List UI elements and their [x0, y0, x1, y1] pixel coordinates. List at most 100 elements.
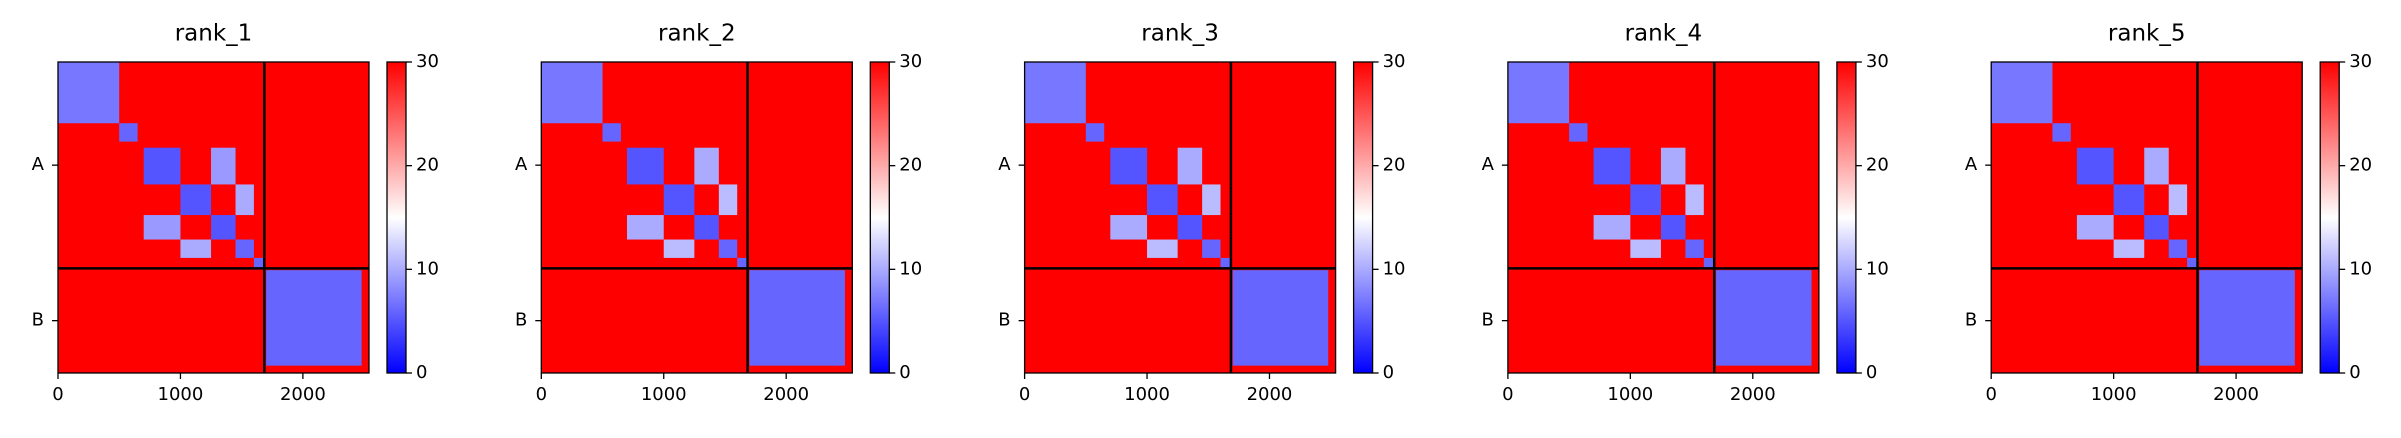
- heatmap-block: [1685, 239, 1704, 258]
- colorbar: [2319, 61, 2340, 374]
- y-tick-label: A: [998, 154, 1011, 175]
- heatmap-block: [2144, 147, 2169, 185]
- heatmap-block: [211, 215, 236, 240]
- heatmap-block: [1507, 62, 1570, 124]
- x-tick-label: 0: [52, 384, 63, 405]
- heatmap-block: [1660, 147, 1686, 185]
- y-tick-label: B: [515, 310, 527, 331]
- heatmap-block: [211, 147, 236, 185]
- colorbar-tick-label: 0: [416, 362, 427, 383]
- heatmap-block: [180, 184, 212, 216]
- heatmap-block: [2187, 257, 2198, 269]
- panel-title: rank_3: [1141, 21, 1219, 47]
- heatmap-block: [1024, 62, 1086, 124]
- heatmap-frame: [1507, 61, 1820, 374]
- colorbar-tick-label: 10: [2349, 258, 2372, 279]
- heatmap-block: [1085, 123, 1105, 142]
- heatmap-block: [143, 215, 181, 240]
- x-tick-label: 2000: [763, 384, 809, 405]
- y-tick-label: B: [32, 310, 44, 331]
- heatmap-block: [58, 62, 120, 124]
- heatmap-block: [1220, 257, 1231, 269]
- heatmap-block: [1110, 147, 1148, 185]
- heatmap-block: [2076, 147, 2114, 185]
- colorbar-tick-label: 30: [899, 51, 922, 72]
- x-tick-label: 0: [1019, 384, 1030, 405]
- panel-title: rank_1: [175, 21, 253, 47]
- heatmap-block: [1202, 239, 1221, 258]
- panel-title: rank_2: [658, 21, 736, 47]
- colorbar-tick-label: 30: [1866, 51, 1889, 72]
- y-tick-label: B: [1965, 310, 1977, 331]
- colorbar-tick-label: 10: [899, 258, 922, 279]
- heatmap-block: [143, 147, 181, 185]
- x-tick-label: 0: [536, 384, 547, 405]
- heatmap-frame: [1990, 61, 2303, 374]
- heatmap-block: [1177, 215, 1203, 240]
- heatmap-block: [663, 184, 695, 216]
- heatmap-block: [737, 257, 748, 269]
- colorbar-tick-label: 30: [416, 51, 439, 72]
- heatmap-block: [2052, 123, 2071, 142]
- heatmap-block: [119, 123, 138, 142]
- heatmap-block: [266, 270, 362, 366]
- heatmap-block: [1660, 215, 1686, 240]
- heatmap-block: [1685, 184, 1704, 216]
- heatmap-block: [1703, 257, 1715, 269]
- colorbar: [869, 61, 890, 374]
- heatmap-block: [235, 184, 254, 216]
- x-tick-label: 1000: [1124, 384, 1170, 405]
- colorbar-tick-label: 10: [416, 258, 439, 279]
- heatmap-frame: [540, 61, 853, 374]
- heatmap-block: [1147, 184, 1178, 216]
- y-tick-label: A: [515, 154, 528, 175]
- x-tick-label: 2000: [2213, 384, 2259, 405]
- colorbar-tick-label: 20: [1866, 155, 1889, 176]
- heatmap-block: [2199, 270, 2295, 366]
- heatmap-block: [1991, 62, 2053, 124]
- colorbar-tick-label: 0: [2349, 362, 2360, 383]
- colorbar-tick-label: 30: [2349, 51, 2372, 72]
- y-tick-label: B: [1482, 310, 1494, 331]
- x-tick-label: 0: [1985, 384, 1996, 405]
- colorbar-tick-label: 20: [1383, 155, 1406, 176]
- colorbar-tick-label: 0: [1383, 362, 1394, 383]
- heatmap-block: [1110, 215, 1148, 240]
- heatmap-block: [694, 147, 719, 185]
- panel-title: rank_4: [1625, 21, 1703, 47]
- heatmap-block: [718, 239, 738, 258]
- heatmap-block: [1630, 239, 1661, 258]
- heatmap-block: [180, 239, 212, 258]
- heatmap-block: [235, 239, 254, 258]
- heatmap-block: [2113, 239, 2145, 258]
- heatmap-block: [253, 257, 265, 269]
- heatmap-block: [627, 147, 664, 185]
- x-tick-label: 2000: [1247, 384, 1293, 405]
- x-tick-label: 1000: [641, 384, 687, 405]
- heatmap-block: [2168, 239, 2188, 258]
- heatmap-block: [1202, 184, 1221, 216]
- heatmap-block: [1232, 270, 1329, 366]
- heatmap-block: [718, 184, 738, 216]
- heatmap-frame: [1023, 61, 1337, 374]
- heatmap-block: [1593, 147, 1631, 185]
- y-tick-label: B: [998, 310, 1010, 331]
- colorbar-tick-label: 10: [1866, 258, 1889, 279]
- x-tick-label: 2000: [1730, 384, 1776, 405]
- heatmap-block: [694, 215, 719, 240]
- x-tick-label: 0: [1502, 384, 1513, 405]
- panel-title: rank_5: [2108, 21, 2186, 47]
- colorbar-tick-label: 20: [2349, 155, 2372, 176]
- x-tick-label: 1000: [1607, 384, 1653, 405]
- heatmap-block: [627, 215, 664, 240]
- heatmap-block: [663, 239, 695, 258]
- heatmap-block: [1630, 184, 1661, 216]
- x-tick-label: 1000: [2091, 384, 2137, 405]
- colorbar-tick-label: 20: [416, 155, 439, 176]
- heatmap-block: [602, 123, 621, 142]
- x-tick-label: 1000: [158, 384, 204, 405]
- colorbar: [386, 61, 407, 374]
- heatmap-block: [1147, 239, 1178, 258]
- y-tick-label: A: [1482, 154, 1495, 175]
